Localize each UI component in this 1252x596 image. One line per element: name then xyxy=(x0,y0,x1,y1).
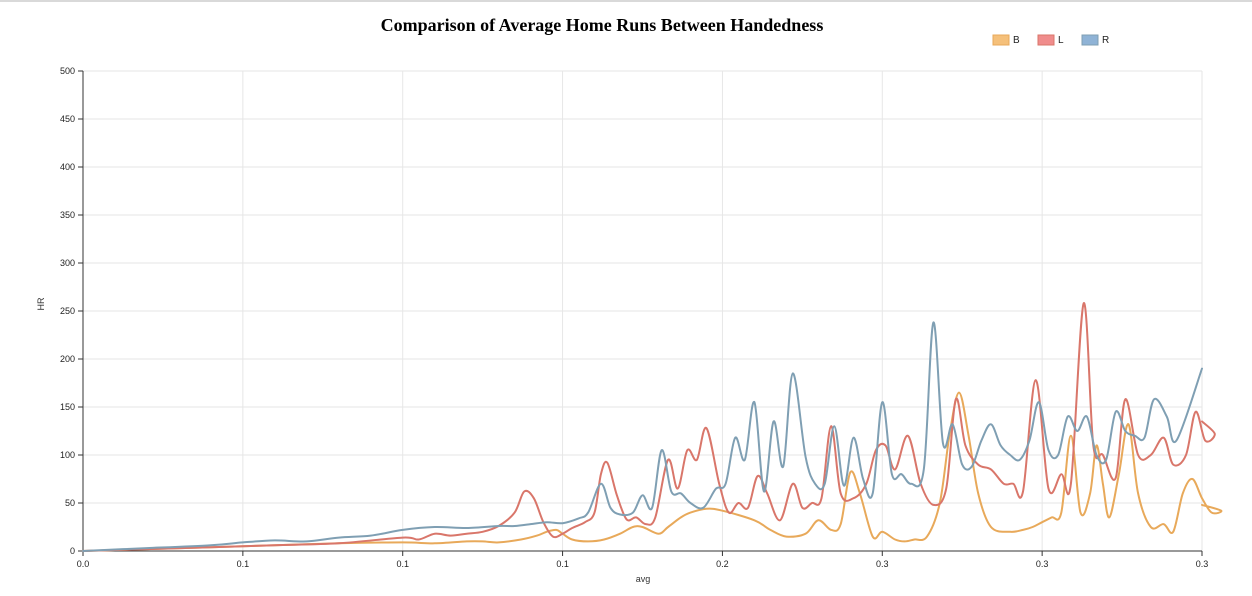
y-tick-label: 350 xyxy=(60,210,75,220)
legend-label-L: L xyxy=(1058,35,1064,46)
legend-swatch-B xyxy=(992,34,1010,46)
y-tick-label: 100 xyxy=(60,450,75,460)
x-tick-label: 0.0 xyxy=(77,559,90,569)
y-tick-label: 50 xyxy=(65,498,75,508)
gridlines xyxy=(83,70,1203,551)
legend-label-B: B xyxy=(1013,35,1020,46)
series-line-B xyxy=(82,391,1223,552)
y-tick-label: 300 xyxy=(60,258,75,268)
y-tick-label: 150 xyxy=(60,402,75,412)
y-axis-label: HR xyxy=(36,297,46,310)
x-tick-label: 0.3 xyxy=(1036,559,1049,569)
y-tick-label: 200 xyxy=(60,354,75,364)
legend-swatch-R xyxy=(1081,34,1099,46)
series-lines xyxy=(82,302,1223,552)
y-tick-label: 400 xyxy=(60,162,75,172)
y-tick-label: 250 xyxy=(60,306,75,316)
top-rule xyxy=(0,0,1252,2)
x-tick-label: 0.1 xyxy=(237,559,250,569)
x-tick-label: 0.3 xyxy=(876,559,889,569)
x-tick-label: 0.3 xyxy=(1196,559,1209,569)
series-line-L xyxy=(82,302,1216,552)
y-tick-label: 0 xyxy=(70,546,75,556)
x-tick-label: 0.2 xyxy=(716,559,729,569)
legend-swatch-L xyxy=(1037,34,1055,46)
x-tick-label: 0.1 xyxy=(556,559,569,569)
chart-title: Comparison of Average Home Runs Between … xyxy=(381,15,824,35)
legend-label-R: R xyxy=(1102,35,1109,46)
axes: 0 50 100 150 200 250 300 350 400 450 500 0.0 0.1 0.1 0… xyxy=(60,66,1208,569)
y-tick-label: 500 xyxy=(60,66,75,76)
x-tick-label: 0.1 xyxy=(396,559,409,569)
x-axis-label: avg xyxy=(636,574,651,584)
y-tick-label: 450 xyxy=(60,114,75,124)
series-line-R xyxy=(82,321,1203,552)
